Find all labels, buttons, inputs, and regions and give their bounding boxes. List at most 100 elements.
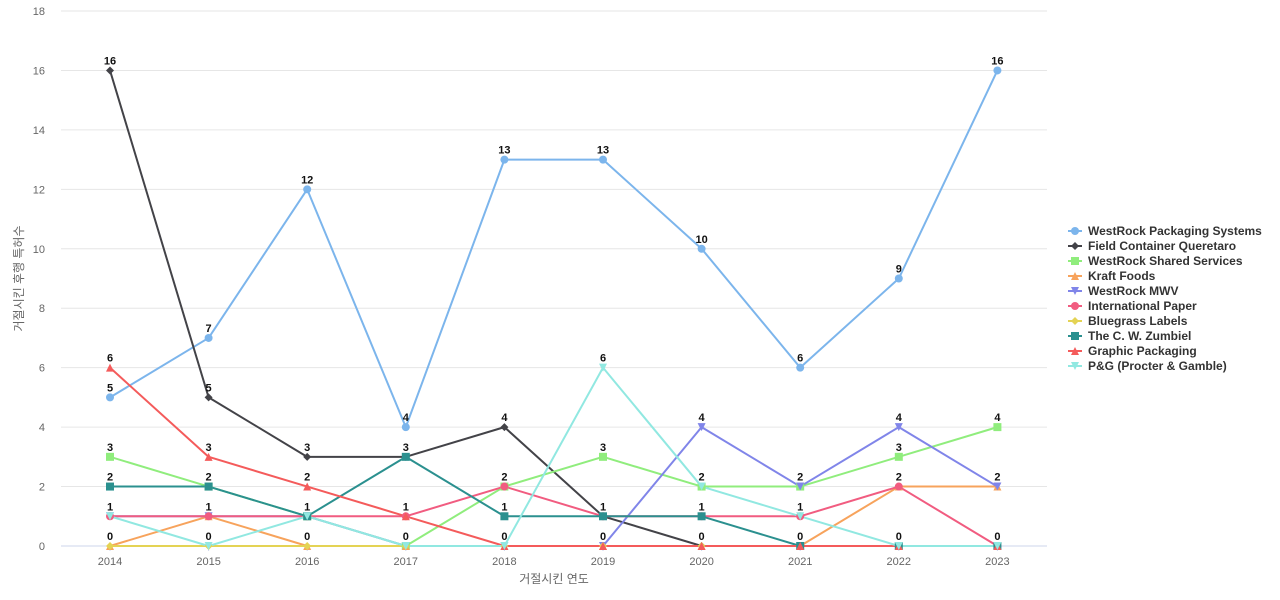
data-point [894,274,903,283]
y-tick-label: 16 [33,65,45,77]
data-label: 4 [501,412,508,424]
data-point [500,482,509,491]
data-point [697,512,706,521]
data-point [697,423,706,432]
series-line [109,69,999,429]
data-point [401,452,410,461]
legend-marker [1071,317,1079,325]
data-label: 2 [501,472,507,484]
data-point [401,542,410,550]
data-point [697,542,706,550]
legend-label: Graphic Packaging [1088,344,1197,358]
data-label: 10 [695,234,707,246]
y-tick-label: 6 [39,363,45,375]
data-label: 5 [107,382,113,394]
legend-label: WestRock Shared Services [1088,254,1243,268]
data-point [599,512,607,521]
data-point [599,542,607,550]
legend-marker [1071,272,1079,280]
y-tick-label: 2 [39,482,45,494]
legend-item[interactable]: The C. W. Zumbiel [1068,329,1191,343]
data-label: 3 [600,442,606,454]
data-label: 1 [107,501,113,513]
data-label: 1 [403,501,409,513]
data-label: 0 [896,531,902,543]
data-label: 7 [206,323,212,335]
data-label: 2 [994,472,1000,484]
data-point [303,185,312,194]
legend-label: Bluegrass Labels [1088,314,1188,328]
series-line [109,485,999,547]
legend-item[interactable]: International Paper [1068,299,1197,313]
data-point [106,512,114,521]
x-tick-label: 2014 [98,556,122,568]
data-label: 16 [104,55,116,67]
data-point [894,423,903,432]
x-tick-label: 2018 [492,556,516,568]
data-label: 13 [498,145,510,157]
data-point [303,542,312,550]
x-tick-label: 2020 [689,556,713,568]
data-point [993,423,1002,432]
data-point [796,363,805,372]
legend-item[interactable]: WestRock Packaging Systems [1068,224,1262,238]
data-label: 0 [304,531,310,543]
grid-lines [61,10,1047,547]
legend-item[interactable]: WestRock Shared Services [1068,254,1243,268]
y-tick-label: 0 [39,541,45,553]
legend-label: Kraft Foods [1088,269,1156,283]
data-point [993,66,1002,75]
data-point [894,482,903,491]
legend-label: P&G (Procter & Gamble) [1088,359,1227,373]
legend-label: International Paper [1088,299,1197,313]
data-label: 2 [896,472,902,484]
data-point [204,542,213,550]
data-point [697,482,706,491]
legend-item[interactable]: Kraft Foods [1068,269,1156,283]
legend-marker [1071,302,1079,310]
legend-item[interactable]: Bluegrass Labels [1068,314,1188,328]
x-tick-label: 2017 [394,556,418,568]
data-label: 3 [107,442,113,454]
y-tick-label: 4 [39,422,45,434]
legend-item[interactable]: P&G (Procter & Gamble) [1068,359,1227,373]
legend-item[interactable]: Graphic Packaging [1068,344,1197,358]
data-label: 3 [403,442,409,454]
data-label: 1 [304,501,310,513]
x-axis-title: 거절시킨 연도 [519,572,589,586]
data-label: 2 [797,472,803,484]
x-tick-label: 2022 [887,556,911,568]
data-label: 0 [797,531,803,543]
data-point [894,542,903,550]
data-point [993,482,1002,491]
legend-label: WestRock MWV [1088,284,1178,298]
data-point [303,452,312,461]
data-label: 2 [206,472,212,484]
data-label: 13 [597,145,609,157]
data-label: 0 [600,531,606,543]
data-label: 0 [107,531,113,543]
data-label: 9 [896,264,902,276]
data-point [599,452,607,461]
data-point [500,542,509,550]
legend-marker [1071,287,1079,295]
data-label: 3 [896,442,902,454]
data-label: 4 [994,412,1001,424]
data-label: 3 [206,442,212,454]
data-point [106,363,114,372]
legend-item[interactable]: WestRock MWV [1068,284,1178,298]
legend-item[interactable]: Field Container Queretaro [1068,239,1236,253]
data-point [401,423,410,432]
y-tick-label: 14 [33,125,45,137]
data-point [106,542,114,550]
data-label: 3 [304,442,310,454]
data-label: 6 [600,353,606,365]
data-label: 0 [699,531,705,543]
legend-marker [1071,347,1079,355]
data-point [993,542,1002,550]
y-axis-title: 거절시킨 후행 특허수 [11,225,26,331]
data-point [894,452,903,461]
data-point [796,542,805,550]
